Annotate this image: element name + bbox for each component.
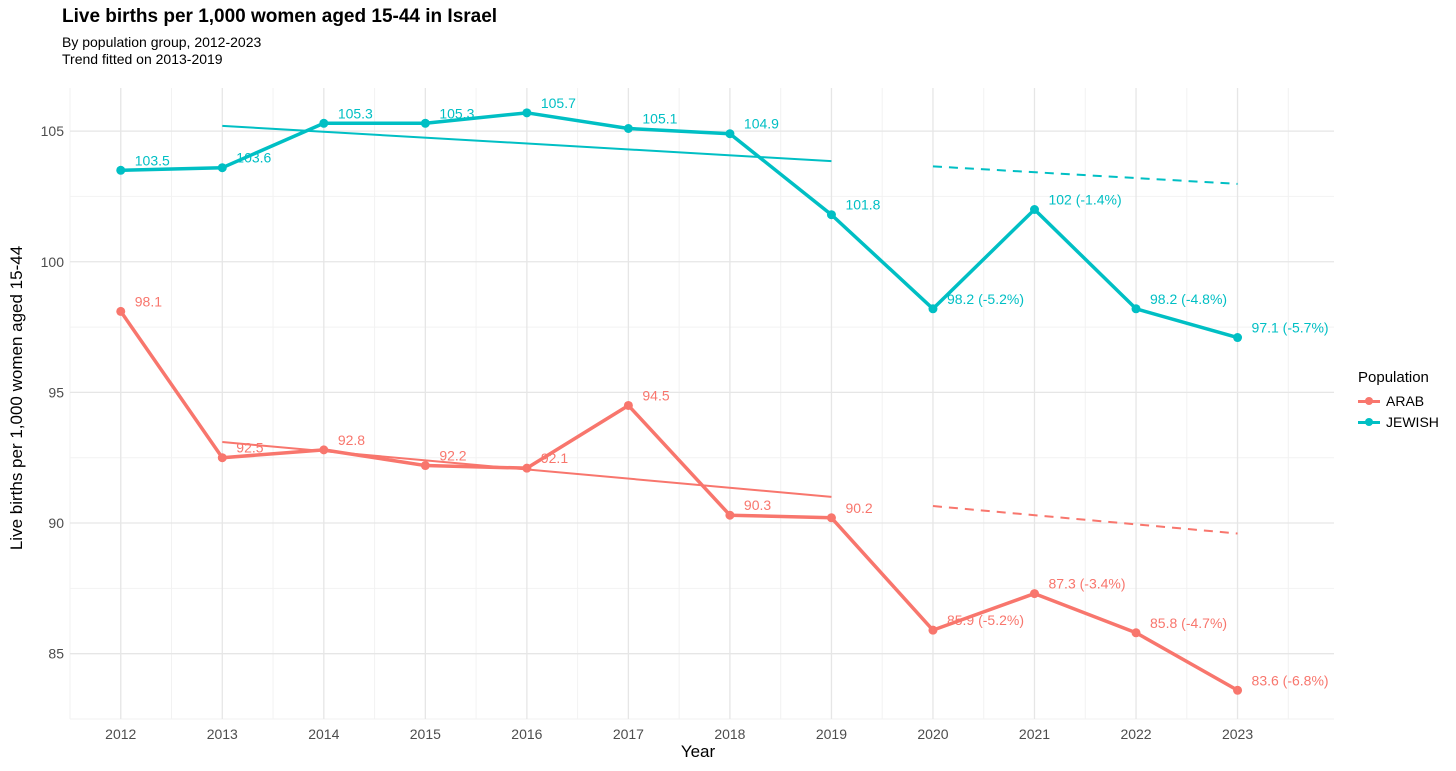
y-tick-label: 95 — [48, 384, 64, 400]
legend-label-arab: ARAB — [1386, 392, 1425, 409]
legend: Population ARAB JEWISH — [1358, 369, 1439, 432]
data-label-arab: 87.3 (-3.4%) — [1048, 576, 1125, 592]
data-label-jewish: 105.3 — [439, 105, 474, 121]
data-label-jewish: 105.1 — [642, 110, 677, 126]
data-label-jewish: 101.8 — [845, 197, 880, 213]
data-label-arab: 92.5 — [236, 440, 263, 456]
series-arab: 98.1 92.5 92.8 92.2 92.1 94.5 90.3 90.2 85.9 (-5… — [116, 293, 1329, 695]
data-label-arab: 83.6 (-6.8%) — [1252, 672, 1329, 688]
data-label-arab: 90.2 — [845, 500, 872, 516]
x-tick-label: 2014 — [308, 726, 339, 742]
x-tick-label: 2018 — [714, 726, 745, 742]
chart-subtitle: By population group, 2012-2023 Trend fit… — [62, 34, 261, 68]
data-label-arab: 98.1 — [135, 293, 162, 309]
data-label-arab: 92.8 — [338, 432, 365, 448]
trend-projection-line-arab — [932, 505, 1238, 535]
data-point-arab — [1233, 685, 1243, 695]
data-point-jewish — [623, 123, 633, 133]
data-point-jewish — [116, 165, 126, 175]
x-tick-label: 2021 — [1019, 726, 1050, 742]
x-tick-label: 2015 — [410, 726, 441, 742]
data-point-arab — [116, 306, 126, 316]
data-label-arab: 94.5 — [642, 387, 669, 403]
subtitle-line-1: By population group, 2012-2023 — [62, 34, 262, 50]
legend-key-jewish — [1358, 416, 1380, 428]
data-point-arab — [928, 625, 938, 635]
data-point-jewish — [826, 210, 836, 220]
data-label-arab: 90.3 — [744, 497, 771, 513]
data-point-arab — [1131, 628, 1141, 638]
data-point-arab — [217, 453, 227, 463]
data-point-arab — [319, 445, 329, 455]
data-point-jewish — [928, 304, 938, 314]
series-line-jewish — [120, 111, 1239, 340]
data-label-jewish: 98.2 (-4.8%) — [1150, 291, 1227, 307]
data-label-jewish: 97.1 (-5.7%) — [1252, 320, 1329, 336]
data-label-jewish: 103.6 — [236, 150, 271, 166]
y-axis-label: Live births per 1,000 women aged 15-44 — [7, 245, 26, 551]
subtitle-line-2: Trend fitted on 2013-2019 — [62, 51, 223, 67]
data-label-jewish: 105.3 — [338, 105, 373, 121]
x-tick-label: 2023 — [1222, 726, 1253, 742]
x-tick-label: 2013 — [207, 726, 238, 742]
data-point-jewish — [1233, 333, 1243, 343]
legend-title: Population — [1358, 369, 1429, 386]
x-tick-label: 2016 — [511, 726, 542, 742]
data-point-jewish — [217, 163, 227, 173]
x-tick-label: 2020 — [917, 726, 948, 742]
data-point-jewish — [319, 118, 329, 128]
y-tick-label: 100 — [41, 254, 65, 270]
data-point-arab — [623, 400, 633, 410]
data-label-jewish: 104.9 — [744, 116, 779, 132]
y-tick-label: 85 — [48, 646, 64, 662]
data-point-arab — [420, 461, 430, 471]
trend-projection-line-jewish — [932, 165, 1238, 185]
x-tick-label: 2019 — [816, 726, 847, 742]
data-point-jewish — [1131, 304, 1141, 314]
chart-title: Live births per 1,000 women aged 15-44 i… — [62, 6, 498, 27]
series-line-arab — [119, 310, 1239, 692]
legend-item-jewish: JEWISH — [1358, 411, 1439, 432]
data-point-jewish — [725, 129, 735, 139]
legend-key-arab — [1358, 395, 1380, 407]
data-label-arab: 92.2 — [439, 448, 466, 464]
legend-item-arab: ARAB — [1358, 390, 1439, 411]
data-label-arab: 92.1 — [541, 450, 568, 466]
data-point-jewish — [420, 118, 430, 128]
series-jewish: 103.5 103.6 105.3 105.3 105.7 105.1 104.9 101.8… — [116, 95, 1329, 343]
x-tick-label: 2022 — [1120, 726, 1151, 742]
grid — [69, 88, 1334, 720]
data-label-arab: 85.9 (-5.2%) — [947, 612, 1024, 628]
data-label-jewish: 102 (-1.4%) — [1048, 191, 1121, 207]
legend-label-jewish: JEWISH — [1386, 413, 1439, 430]
data-label-jewish: 105.7 — [541, 95, 576, 111]
data-label-jewish: 103.5 — [135, 152, 170, 168]
data-label-jewish: 98.2 (-5.2%) — [947, 291, 1024, 307]
data-point-arab — [1029, 589, 1039, 599]
trend-fit-line-jewish — [222, 124, 832, 163]
x-axis-label: Year — [680, 742, 716, 761]
data-point-arab — [725, 510, 735, 520]
data-point-arab — [522, 463, 532, 473]
y-tick-label: 90 — [48, 515, 64, 531]
data-point-jewish — [1029, 204, 1039, 214]
y-tick-label: 105 — [41, 123, 65, 139]
x-tick-label: 2017 — [613, 726, 644, 742]
data-label-arab: 85.8 (-4.7%) — [1150, 615, 1227, 631]
data-point-jewish — [522, 108, 532, 118]
data-point-arab — [826, 513, 836, 523]
x-tick-label: 2012 — [105, 726, 136, 742]
